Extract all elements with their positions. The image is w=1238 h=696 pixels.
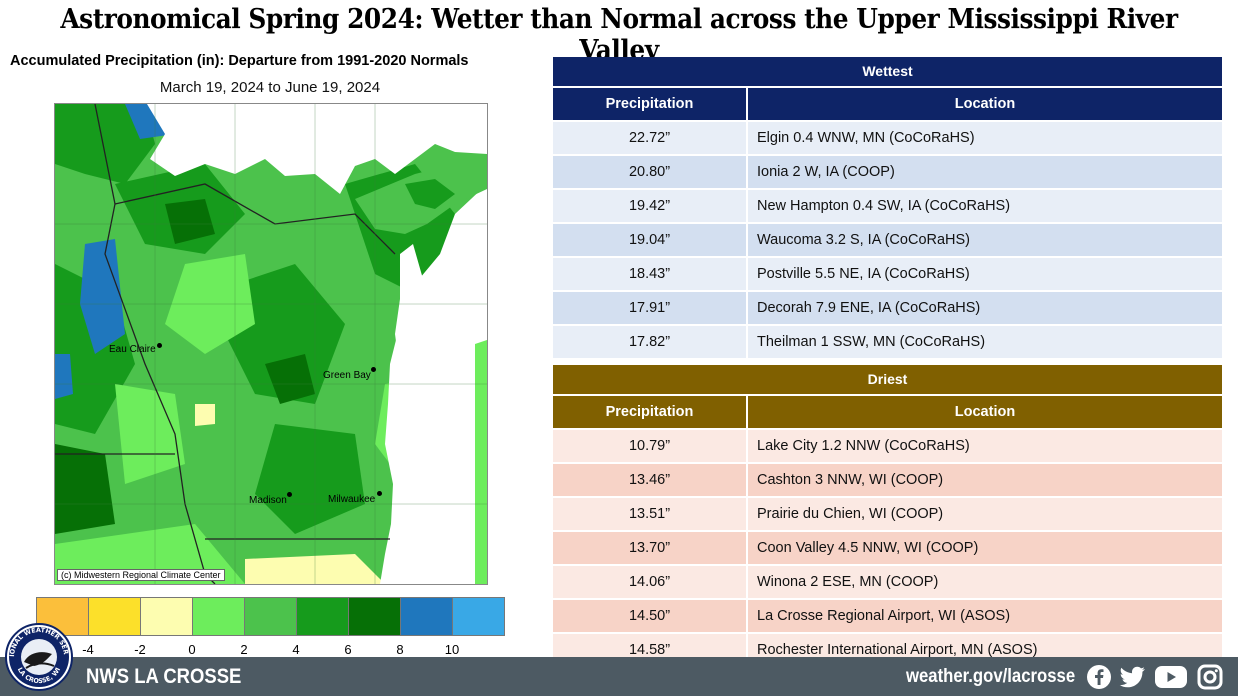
precip-cell: 14.50” [553,600,746,632]
table-row: 14.06” Winona 2 ESE, MN (COOP) [553,566,1222,598]
legend-swatch [141,598,193,635]
legend-tick-label: 0 [188,642,196,657]
location-cell: Theilman 1 SSW, MN (CoCoRaHS) [748,326,1222,358]
legend-tick-label: 10 [444,642,460,657]
legend-tick-label: 8 [396,642,404,657]
table-row: 17.91” Decorah 7.9 ENE, IA (CoCoRaHS) [553,292,1222,324]
driest-col-precip: Precipitation [553,396,746,428]
eau-claire-marker [157,343,162,348]
legend-swatch [245,598,297,635]
precip-cell: 20.80” [553,156,746,188]
legend-tick-label: -2 [134,642,146,657]
wettest-table: Wettest Precipitation Location 22.72” Elg… [553,57,1222,358]
location-cell: Winona 2 ESE, MN (COOP) [748,566,1222,598]
map-title: Accumulated Precipitation (in): Departur… [10,53,469,69]
map-credit: (c) Midwestern Regional Climate Center [57,569,225,581]
wettest-col-precip: Precipitation [553,88,746,120]
location-cell: New Hampton 0.4 SW, IA (CoCoRaHS) [748,190,1222,222]
precip-cell: 13.70” [553,532,746,564]
precip-cell: 13.51” [553,498,746,530]
precipitation-legend [36,597,505,636]
precip-cell: 13.46” [553,464,746,496]
precip-cell: 10.79” [553,430,746,462]
location-cell: Decorah 7.9 ENE, IA (CoCoRaHS) [748,292,1222,324]
table-row: 18.43” Postville 5.5 NE, IA (CoCoRaHS) [553,258,1222,290]
driest-table: Driest Precipitation Location 10.79” Lake… [553,365,1222,666]
precip-cell: 14.06” [553,566,746,598]
driest-column-header: Precipitation Location [553,396,1222,428]
location-cell: La Crosse Regional Airport, WI (ASOS) [748,600,1222,632]
driest-col-location: Location [748,396,1222,428]
office-name: NWS LA CROSSE [86,665,242,688]
table-row: 13.51” Prairie du Chien, WI (COOP) [553,498,1222,530]
page-title: Astronomical Spring 2024: Wetter than No… [60,4,1178,66]
legend-tick-label: 4 [292,642,300,657]
driest-title: Driest [553,365,1222,394]
legend-swatch [349,598,401,635]
instagram-icon[interactable] [1197,664,1223,690]
location-cell: Lake City 1.2 NNW (CoCoRaHS) [748,430,1222,462]
wettest-title: Wettest [553,57,1222,86]
map-date-range: March 19, 2024 to June 19, 2024 [159,79,381,96]
city-label-eau-claire: Eau Claire [109,344,156,355]
location-cell: Cashton 3 NNW, WI (COOP) [748,464,1222,496]
legend-tick-label: -4 [82,642,94,657]
table-row: 17.82” Theilman 1 SSW, MN (CoCoRaHS) [553,326,1222,358]
precipitation-map: Eau Claire Green Bay Madison Milwaukee (… [54,103,488,585]
legend-swatch [401,598,453,635]
office-url-link[interactable]: weather.gov/lacrosse [906,666,1076,687]
driest-rows: 10.79” Lake City 1.2 NNW (CoCoRaHS) 13.46”… [553,430,1222,666]
location-cell: Coon Valley 4.5 NNW, WI (COOP) [748,532,1222,564]
legend-tick-label: 2 [240,642,248,657]
location-cell: Ionia 2 W, IA (COOP) [748,156,1222,188]
footer-bar: NWS LA CROSSE weather.gov/lacrosse [0,657,1238,696]
legend-ticks: -4 -2 0 2 4 6 8 10 [36,642,506,662]
table-row: 10.79” Lake City 1.2 NNW (CoCoRaHS) [553,430,1222,462]
madison-marker [287,492,292,497]
table-row: 13.70” Coon Valley 4.5 NNW, WI (COOP) [553,532,1222,564]
legend-tick-label: 6 [344,642,352,657]
precip-cell: 19.42” [553,190,746,222]
city-label-madison: Madison [249,495,287,506]
map-graphic [55,104,487,584]
city-label-green-bay: Green Bay [323,370,371,381]
legend-swatch [89,598,141,635]
table-row: 19.42” New Hampton 0.4 SW, IA (CoCoRaHS) [553,190,1222,222]
wettest-column-header: Precipitation Location [553,88,1222,120]
precip-cell: 17.82” [553,326,746,358]
precip-cell: 22.72” [553,122,746,154]
precip-cell: 17.91” [553,292,746,324]
legend-swatch [297,598,349,635]
legend-swatch [453,598,504,635]
table-row: 14.50” La Crosse Regional Airport, WI (AS… [553,600,1222,632]
green-bay-marker [371,367,376,372]
milwaukee-marker [377,491,382,496]
wettest-col-location: Location [748,88,1222,120]
facebook-icon[interactable] [1086,664,1112,690]
twitter-icon[interactable] [1119,664,1147,690]
table-row: 19.04” Waucoma 3.2 S, IA (CoCoRaHS) [553,224,1222,256]
table-row: 22.72” Elgin 0.4 WNW, MN (CoCoRaHS) [553,122,1222,154]
location-cell: Elgin 0.4 WNW, MN (CoCoRaHS) [748,122,1222,154]
legend-swatch [193,598,245,635]
location-cell: Prairie du Chien, WI (COOP) [748,498,1222,530]
table-row: 13.46” Cashton 3 NNW, WI (COOP) [553,464,1222,496]
precip-cell: 19.04” [553,224,746,256]
youtube-icon[interactable] [1154,664,1188,690]
location-cell: Waucoma 3.2 S, IA (CoCoRaHS) [748,224,1222,256]
city-label-milwaukee: Milwaukee [328,494,376,505]
wettest-rows: 22.72” Elgin 0.4 WNW, MN (CoCoRaHS) 20.80”… [553,122,1222,358]
precip-cell: 18.43” [553,258,746,290]
table-row: 20.80” Ionia 2 W, IA (COOP) [553,156,1222,188]
nws-logo: NATIONAL WEATHER SERVICE LA CROSSE, WI [4,622,73,691]
location-cell: Postville 5.5 NE, IA (CoCoRaHS) [748,258,1222,290]
